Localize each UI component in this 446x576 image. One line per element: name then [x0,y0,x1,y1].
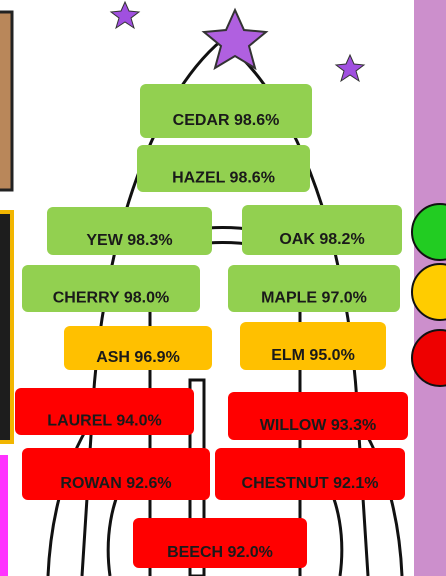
label-text: LAUREL 94.0% [47,413,161,430]
left-panel [0,10,14,192]
label-box [22,265,200,312]
star [334,53,366,83]
status-button[interactable] [411,203,446,261]
label-text: MAPLE 97.0% [261,290,367,307]
label-box [133,518,307,568]
label-text: ROWAN 92.6% [60,475,171,492]
label-text: CHERRY 98.0% [53,290,170,307]
label-text: OAK 98.2% [279,231,364,248]
status-button[interactable] [411,329,446,387]
label-text: CEDAR 98.6% [173,112,280,129]
label-text: ELM 95.0% [271,347,355,364]
label-box [47,207,212,255]
label-box [22,448,210,500]
star [109,0,141,30]
label-box [228,392,408,440]
label-box [137,145,310,192]
label-text: BEECH 92.0% [167,544,273,561]
label-text: WILLOW 93.3% [260,417,376,434]
label-box [15,388,194,435]
status-button[interactable] [411,263,446,321]
left-panel [0,210,14,444]
label-box [64,326,212,370]
tree-labels: CEDAR 98.6% HAZEL 98.6% YEW 98.3% OAK 98.2%… [15,84,408,568]
label-box [228,265,400,312]
left-panel [0,455,8,576]
label-text: CHESTNUT 92.1% [242,475,379,492]
label-text: HAZEL 98.6% [172,170,275,187]
label-box [240,322,386,370]
label-box [215,448,405,500]
star [201,7,269,71]
label-text: YEW 98.3% [86,232,172,249]
label-box [242,205,402,255]
label-text: ASH 96.9% [96,349,180,366]
label-box [140,84,312,138]
